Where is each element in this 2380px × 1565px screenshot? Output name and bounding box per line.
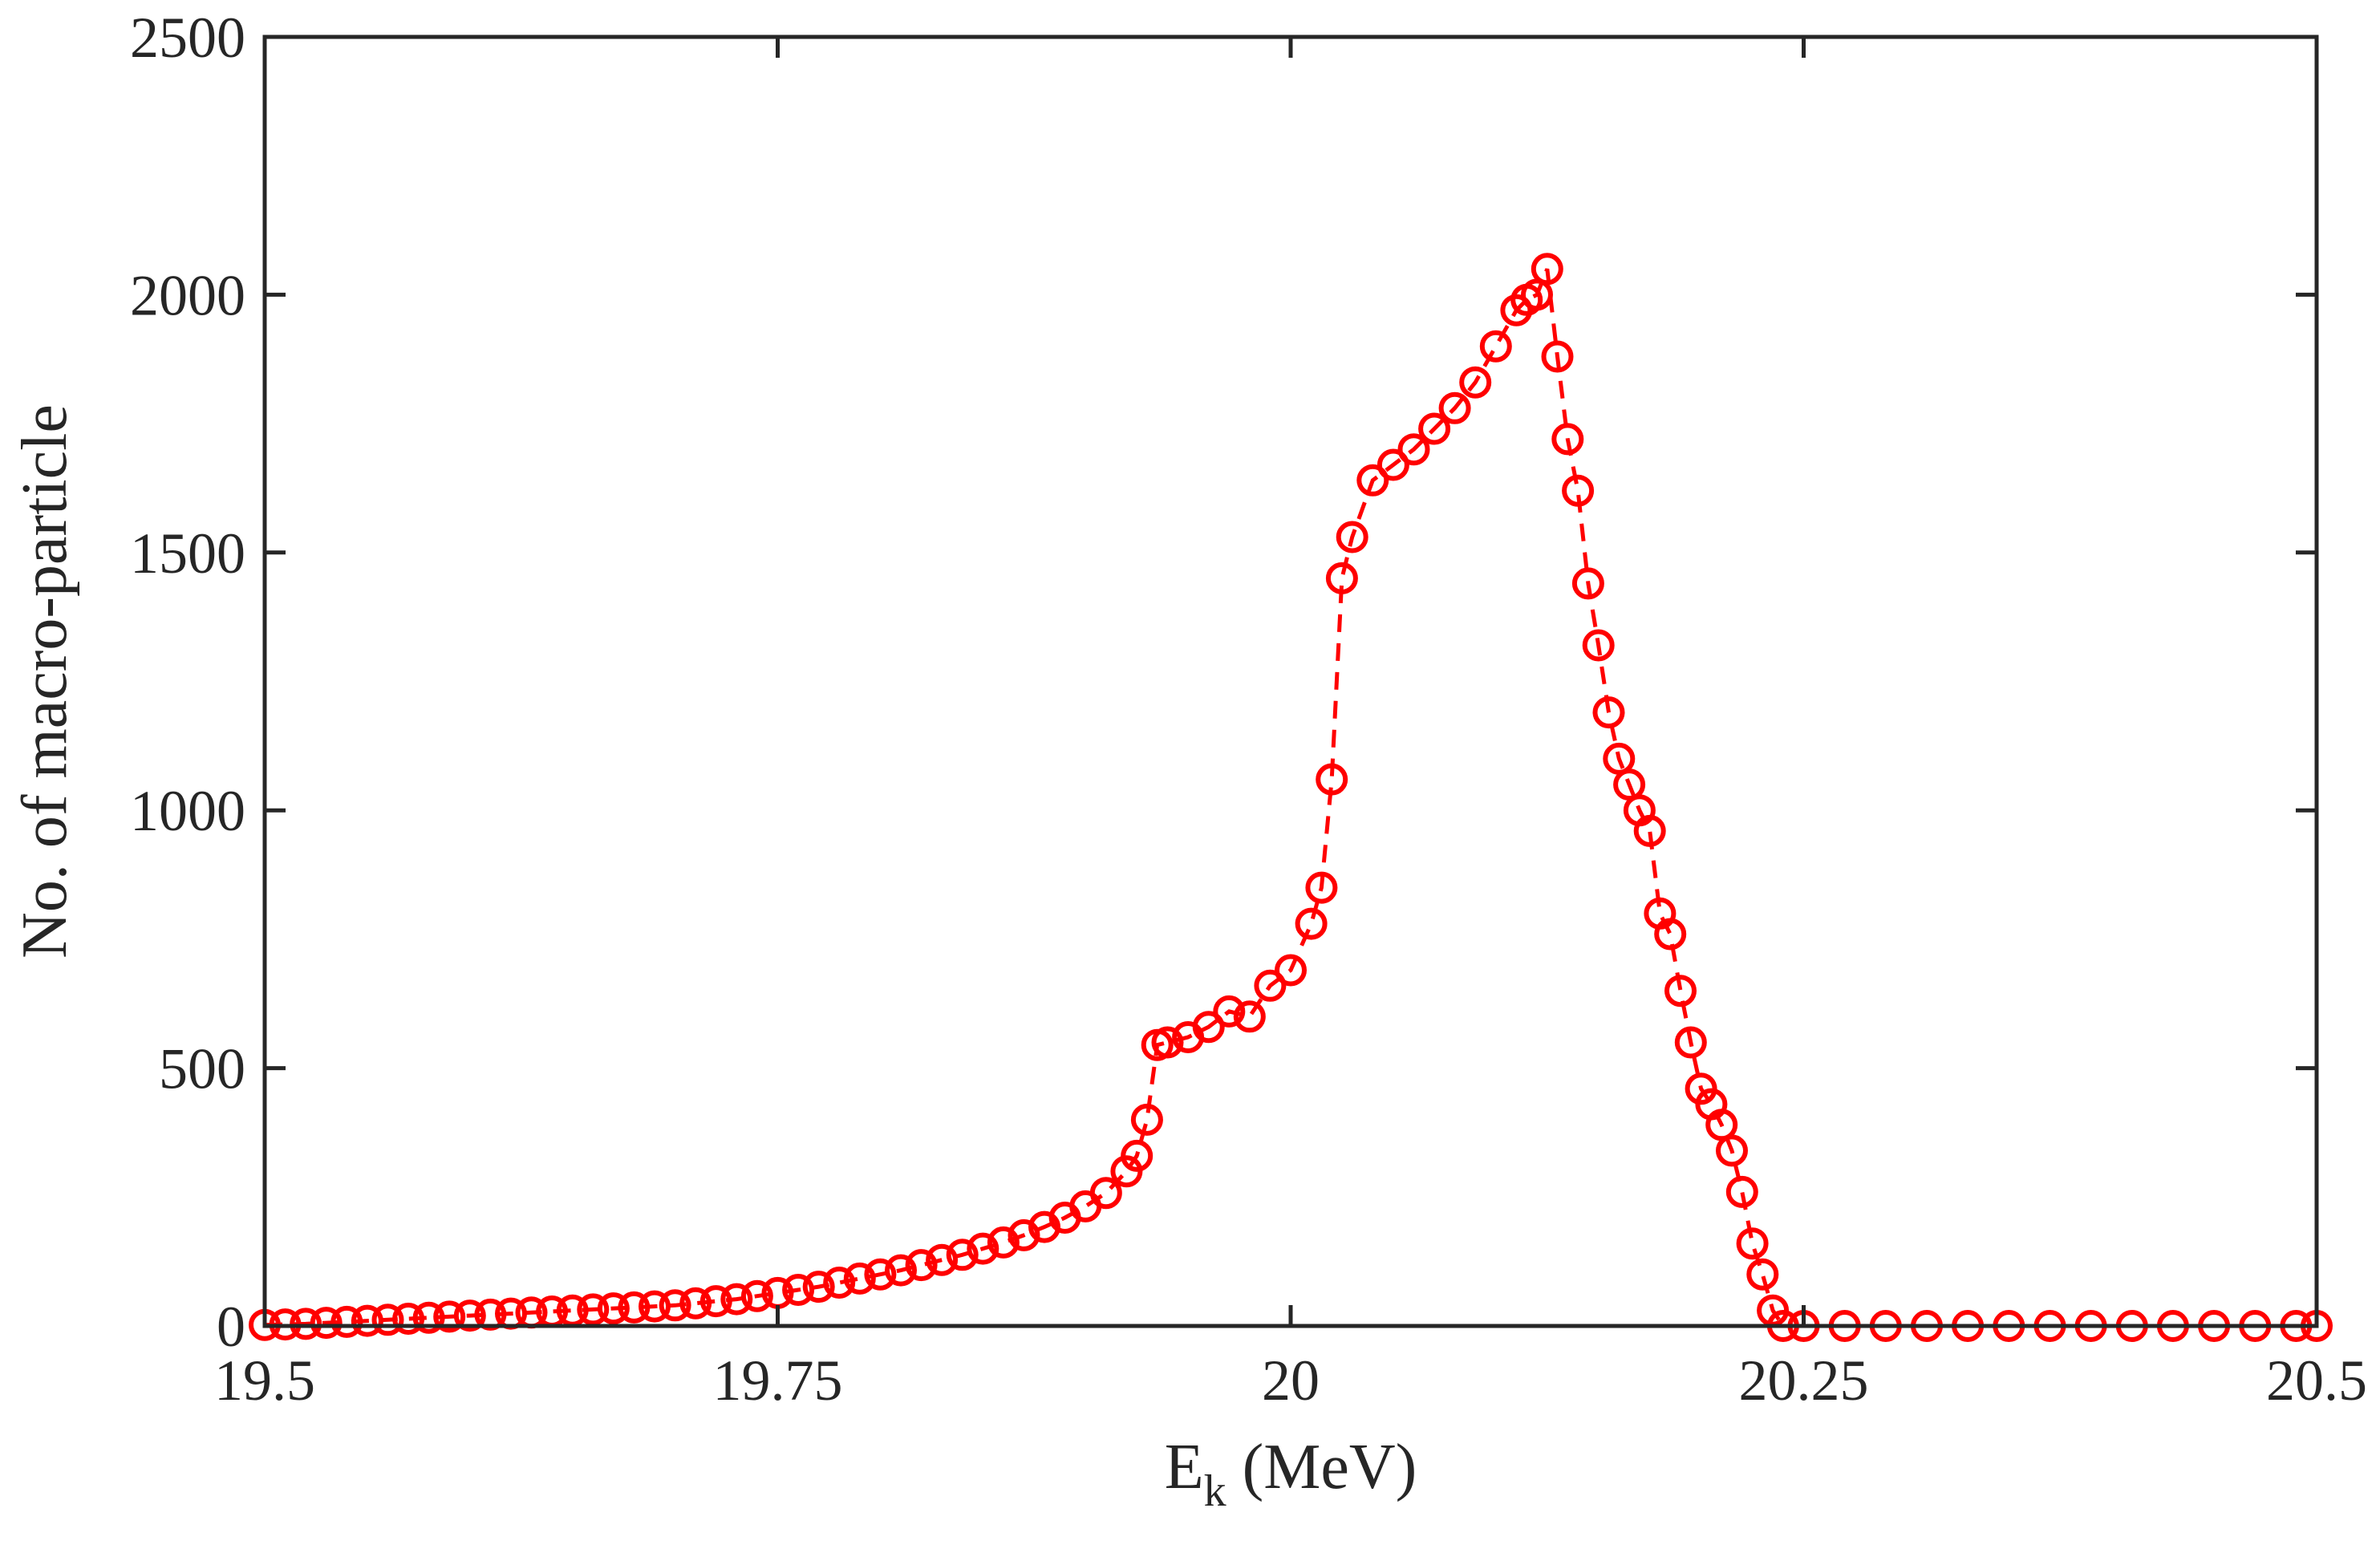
data-point <box>1633 814 1666 847</box>
data-point <box>1192 1011 1225 1044</box>
data-point <box>1356 464 1389 497</box>
data-point <box>618 1291 651 1324</box>
ticks: 19.5 19.75 20 20.25 20.5 0 500 1000 1500 2000 2500 <box>130 6 2367 1413</box>
data-point <box>1151 1026 1184 1059</box>
x-axis-title-subscript: k <box>1204 1466 1226 1516</box>
x-axis-title: Ek (MeV) <box>1165 1432 1417 1516</box>
y-tick-label: 1000 <box>130 779 245 843</box>
data-point <box>1336 521 1368 553</box>
data-point <box>926 1243 959 1276</box>
data-point <box>1541 340 1574 373</box>
data-point <box>433 1300 466 1333</box>
data-point <box>659 1289 691 1322</box>
data-point <box>1725 1175 1758 1208</box>
data-point <box>823 1267 856 1299</box>
data-point <box>1438 391 1471 424</box>
data-point <box>474 1298 507 1331</box>
data-point <box>310 1307 343 1340</box>
axes-box <box>262 34 2319 1328</box>
data-point <box>453 1299 486 1332</box>
data-point <box>1275 954 1307 987</box>
data-point <box>1233 1000 1266 1033</box>
x-tick-label: 20 <box>1262 1348 1320 1413</box>
data-point <box>1562 474 1595 507</box>
data-point <box>371 1303 404 1336</box>
data-point <box>1531 253 1563 286</box>
data-point <box>1089 1177 1122 1210</box>
data-point <box>679 1287 712 1320</box>
data-point <box>290 1308 322 1340</box>
data-point <box>1500 294 1533 326</box>
data-point <box>577 1293 610 1326</box>
data-point <box>1316 763 1348 796</box>
data-point <box>802 1271 835 1303</box>
data-point <box>639 1290 671 1323</box>
y-tick-label: 1500 <box>130 521 245 586</box>
data-point <box>1551 423 1584 456</box>
y-tick-label: 2000 <box>130 263 245 327</box>
data-point <box>1664 975 1697 1008</box>
data-point <box>1674 1026 1707 1059</box>
data-point <box>1716 1134 1748 1167</box>
data-point <box>1325 562 1358 594</box>
data-point <box>740 1279 773 1312</box>
data-point <box>597 1292 630 1325</box>
y-tick-label: 2500 <box>130 6 245 70</box>
data-point <box>843 1262 876 1295</box>
x-tick-label: 19.5 <box>214 1348 315 1413</box>
data-point <box>1654 918 1687 951</box>
data-point <box>1397 433 1430 466</box>
data-point <box>1213 995 1246 1028</box>
data-point <box>412 1301 445 1334</box>
data-point <box>1736 1227 1769 1260</box>
data-point <box>1459 366 1492 399</box>
x-tick-label: 19.75 <box>713 1348 843 1413</box>
data-point <box>699 1285 732 1318</box>
data-point <box>864 1258 897 1291</box>
data-point <box>1305 871 1338 904</box>
data-point <box>1254 969 1287 1002</box>
data-point <box>987 1226 1020 1259</box>
data-point <box>1746 1258 1779 1291</box>
series-line <box>264 268 2317 1328</box>
data-point <box>1479 330 1512 363</box>
x-axis-title-main: E <box>1165 1432 1204 1502</box>
data-point <box>392 1303 425 1335</box>
data-point <box>351 1304 383 1337</box>
plot-area <box>249 253 2333 1342</box>
data-point <box>885 1254 917 1287</box>
y-tick-label: 500 <box>159 1037 245 1101</box>
data-point <box>1008 1218 1040 1251</box>
data-point <box>905 1249 938 1282</box>
data-point <box>1377 448 1409 481</box>
data-point <box>1295 907 1328 940</box>
data-point <box>1121 1139 1154 1172</box>
data-point <box>1582 629 1615 662</box>
x-tick-label: 20.25 <box>1739 1348 1869 1413</box>
y-tick-label: 0 <box>217 1295 245 1359</box>
data-point <box>1592 696 1625 729</box>
data-point <box>720 1283 753 1316</box>
data-point <box>330 1305 363 1338</box>
data-point <box>782 1274 815 1306</box>
data-point <box>1418 412 1451 445</box>
data-point <box>946 1239 979 1271</box>
data-point <box>967 1232 999 1265</box>
data-point <box>1130 1103 1163 1136</box>
x-tick-label: 20.5 <box>2266 1348 2367 1413</box>
x-axis-title-unit: (MeV) <box>1226 1432 1417 1502</box>
data-point <box>1571 567 1604 600</box>
y-axis-title: No. of macro-particle <box>10 404 80 959</box>
